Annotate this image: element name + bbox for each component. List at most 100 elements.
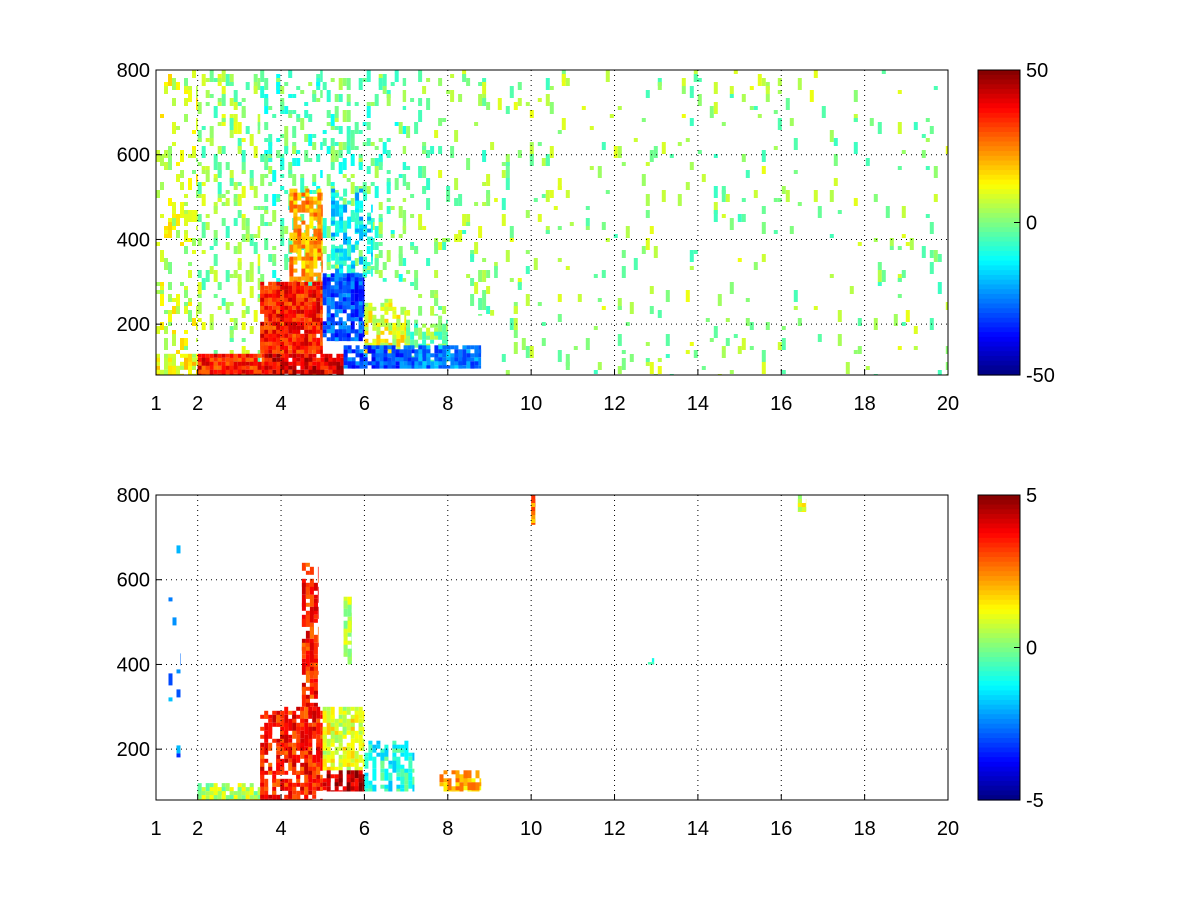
heatmap-cell (342, 174, 347, 178)
colorbar-swatch (978, 351, 1020, 357)
heatmap-cell (354, 730, 359, 743)
heatmap-cell (292, 786, 297, 791)
heatmap-cell (276, 78, 281, 82)
heatmap-cell (264, 154, 269, 166)
heatmap-cell (201, 182, 206, 186)
heatmap-cell (313, 256, 318, 269)
heatmap-cell (358, 78, 363, 90)
heatmap-cell (339, 196, 344, 201)
heatmap-cell (438, 331, 443, 340)
heatmap-cell (342, 790, 347, 792)
heatmap-cell (245, 350, 250, 354)
heatmap-cell (901, 150, 906, 154)
heatmap-cell (268, 345, 273, 350)
heatmap-cell (857, 346, 862, 354)
heatmap-cell (260, 345, 265, 350)
heatmap-cell (363, 361, 368, 366)
bottom-plot-frame (155, 494, 949, 801)
heatmap-cell (837, 210, 842, 214)
heatmap-cell (217, 98, 222, 102)
colorbar-swatch (978, 89, 1020, 95)
heatmap-cell (264, 373, 269, 375)
heatmap-cell (398, 174, 403, 178)
heatmap-cell (665, 290, 670, 302)
heatmap-cell (300, 337, 305, 342)
heatmap-cell (455, 770, 460, 783)
colorbar-swatch (978, 571, 1020, 577)
heatmap-cell (272, 114, 277, 118)
heatmap-cell (172, 330, 176, 334)
heatmap-cell (400, 776, 405, 785)
heatmap-cell (257, 206, 261, 210)
heatmap-cell (217, 198, 222, 202)
heatmap-cell (466, 274, 471, 278)
heatmap-cell (641, 118, 646, 122)
heatmap-cell (201, 230, 206, 238)
heatmap-cell (343, 620, 348, 633)
heatmap-cell (446, 186, 451, 190)
heatmap-cell (549, 102, 554, 114)
heatmap-cell (180, 242, 184, 246)
heatmap-cell (354, 222, 359, 234)
heatmap-cell (197, 138, 202, 142)
heatmap-cell (221, 194, 226, 198)
heatmap-cell (317, 642, 319, 647)
heatmap-cell (268, 142, 273, 154)
heatmap-cell (913, 326, 918, 334)
heatmap-cell (168, 262, 172, 274)
heatmap-cell (651, 662, 655, 665)
heatmap-cell (388, 322, 393, 331)
heatmap-cell (334, 333, 339, 342)
heatmap-cell (617, 366, 622, 374)
heatmap-cell (404, 772, 409, 781)
y-tick-label: 800 (117, 485, 150, 507)
heatmap-cell (561, 118, 566, 130)
heatmap-cell (296, 782, 301, 787)
heatmap-cell (438, 353, 443, 358)
colorbar-swatch (978, 752, 1020, 758)
y-tick-label: 200 (117, 314, 150, 336)
heatmap-cell (629, 354, 634, 362)
heatmap-cell (213, 206, 218, 210)
heatmap-cell (330, 333, 335, 342)
heatmap-cell (426, 150, 431, 158)
heatmap-cell (342, 301, 347, 306)
heatmap-cell (296, 118, 301, 122)
heatmap-cell (326, 774, 331, 779)
heatmap-cell (300, 325, 305, 330)
heatmap-cell (363, 256, 368, 261)
colorbar-swatch (978, 609, 1020, 615)
heatmap-cell (301, 646, 306, 655)
heatmap-cell (300, 770, 305, 775)
heatmap-cell (257, 230, 261, 238)
heatmap-cell (537, 302, 542, 306)
heatmap-cell (781, 338, 786, 346)
heatmap-cell (176, 126, 180, 130)
heatmap-cell (316, 297, 321, 302)
heatmap-cell (321, 196, 323, 201)
heatmap-cell (192, 318, 196, 326)
heatmap-cell (601, 270, 606, 278)
heatmap-cell (276, 742, 281, 747)
heatmap-cell (284, 722, 289, 735)
heatmap-cell (338, 281, 343, 294)
heatmap-cell (384, 768, 389, 781)
heatmap-cell (625, 322, 630, 326)
heatmap-cell (192, 170, 196, 174)
heatmap-cell (332, 369, 337, 374)
heatmap-cell (741, 338, 746, 350)
heatmap-cell (355, 365, 360, 369)
heatmap-cell (196, 353, 198, 358)
heatmap-cell (347, 640, 352, 645)
heatmap-cell (370, 142, 375, 146)
heatmap-cell (873, 238, 878, 242)
heatmap-cell (378, 202, 383, 210)
heatmap-cell (355, 361, 360, 366)
heatmap-cell (374, 186, 379, 198)
heatmap-cell (176, 689, 181, 698)
heatmap-cell (284, 770, 289, 775)
heatmap-cell (451, 770, 456, 775)
heatmap-cell (929, 262, 934, 274)
heatmap-cell (304, 786, 309, 799)
heatmap-cell (317, 280, 322, 282)
